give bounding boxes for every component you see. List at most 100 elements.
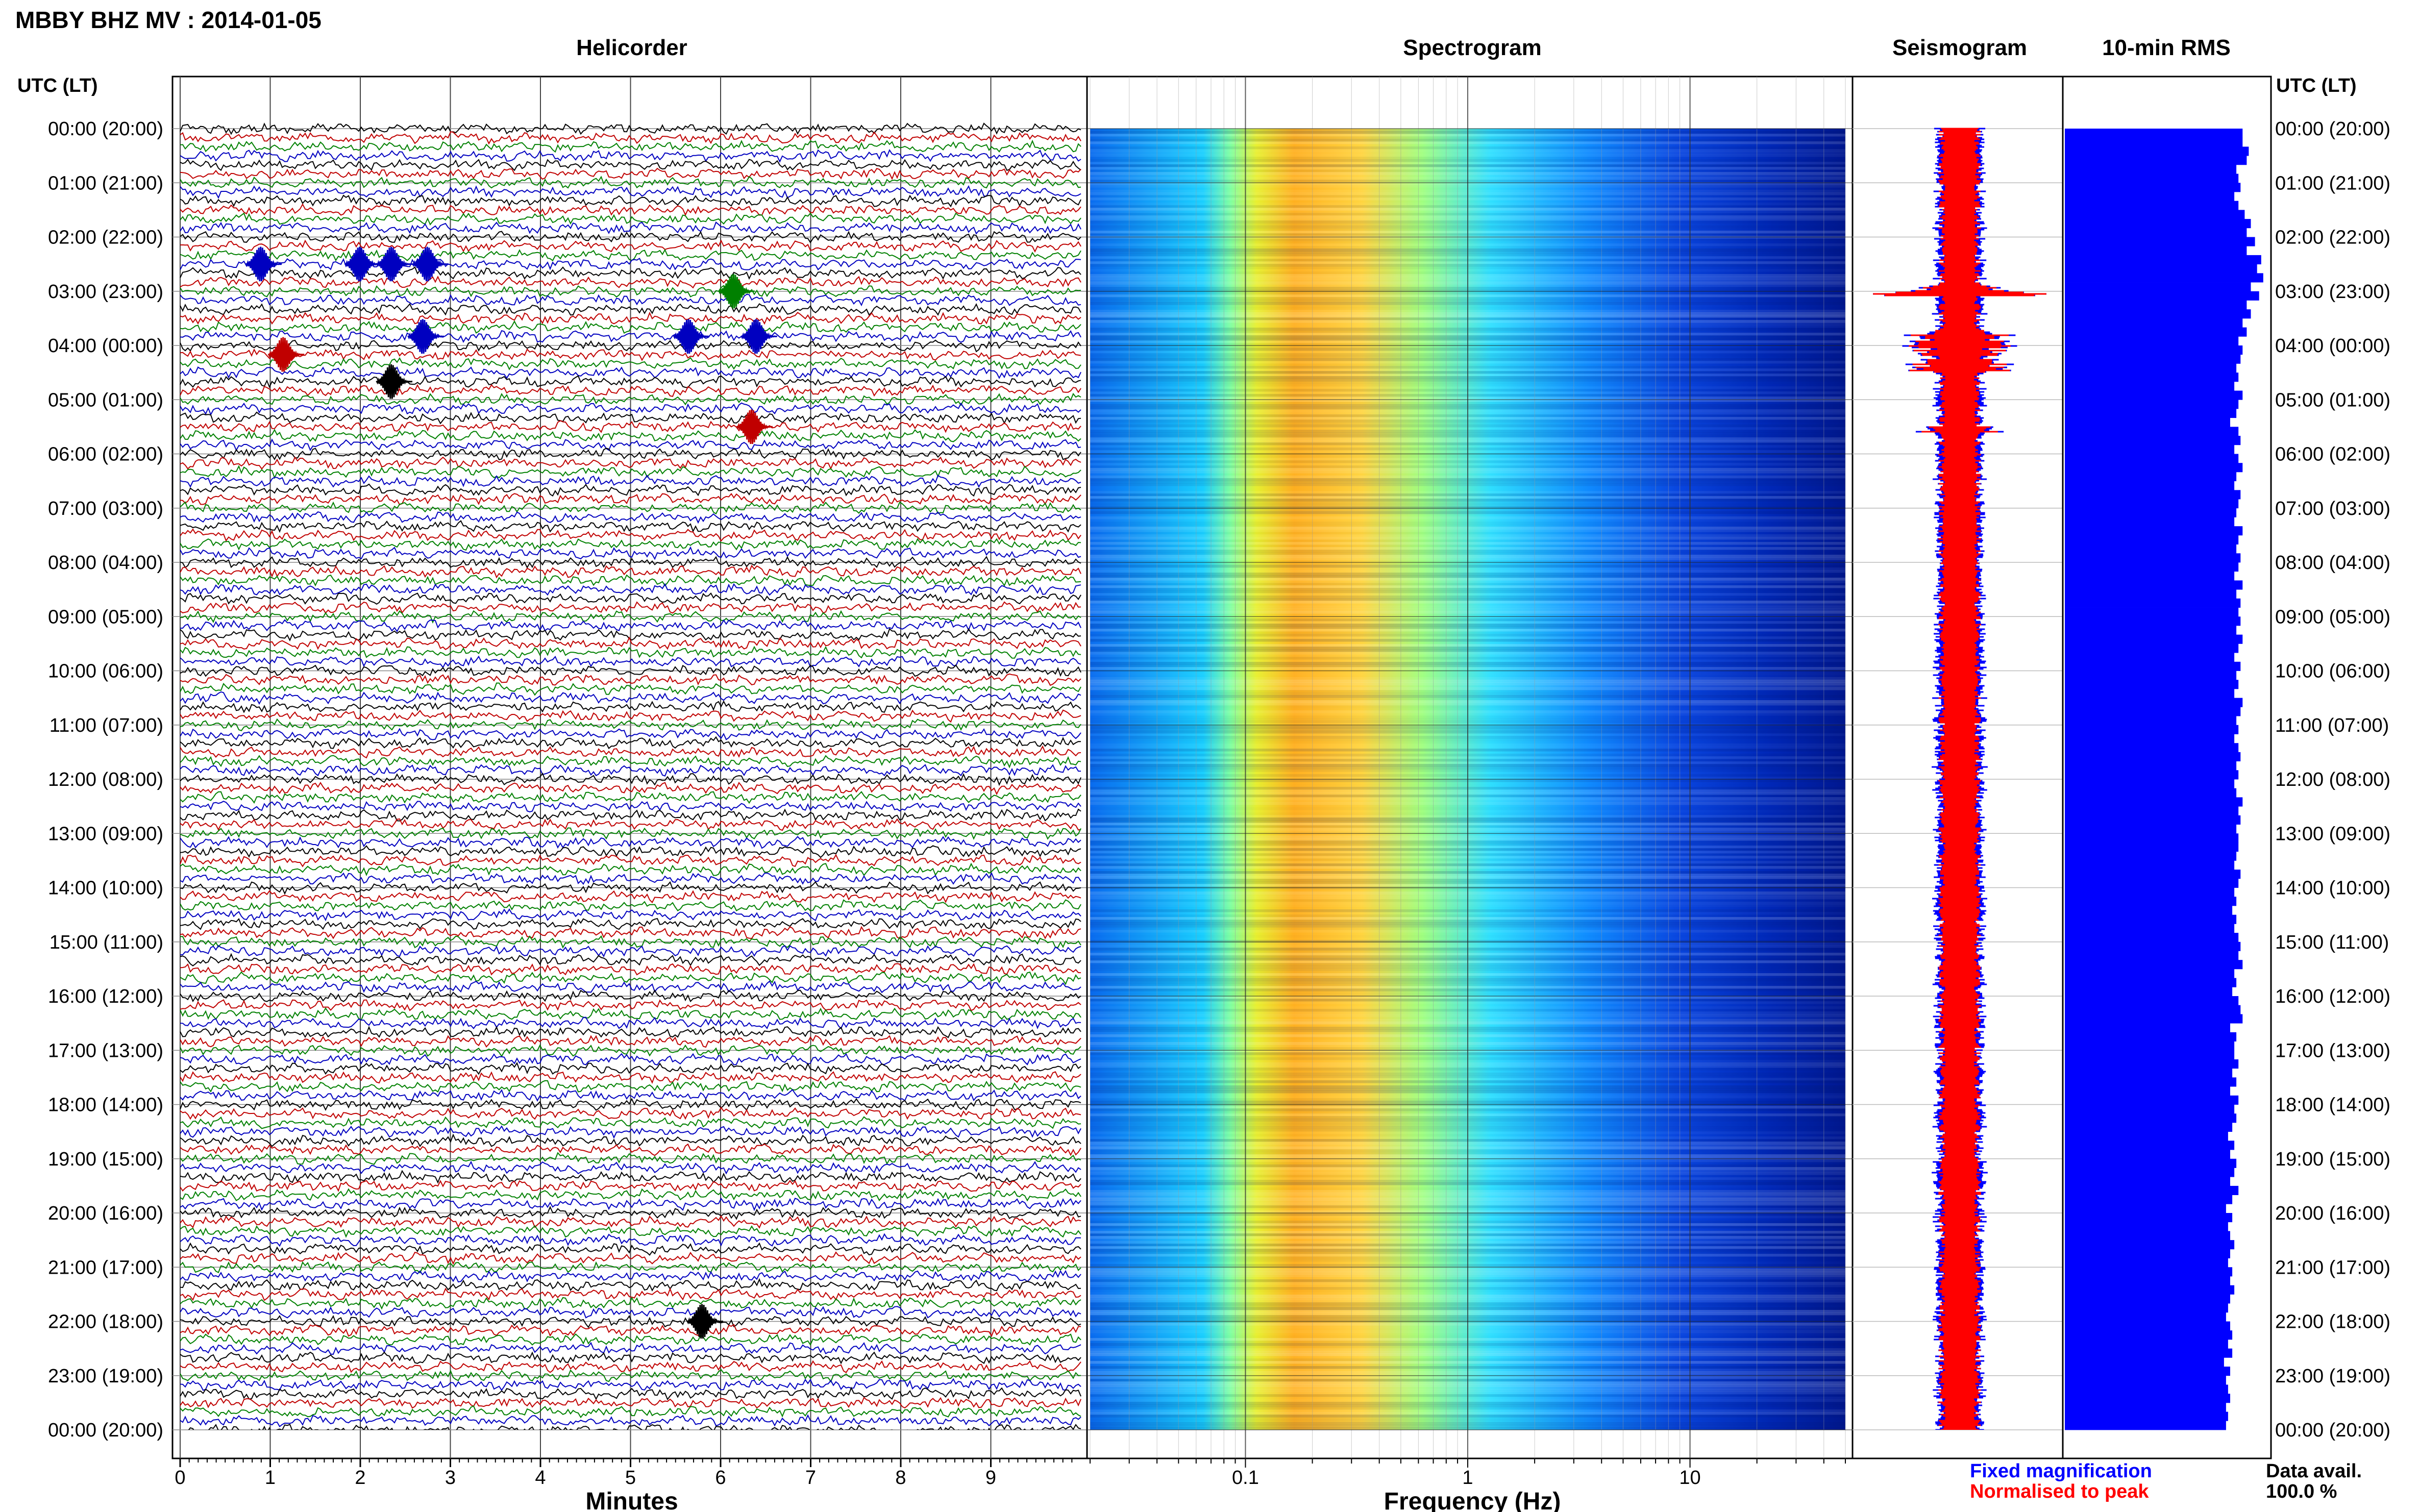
- helicorder-trace: [180, 456, 1081, 470]
- rms-bar: [2065, 1384, 2228, 1394]
- rms-bar: [2065, 833, 2239, 843]
- time-tick-right: 06:00 (02:00): [2275, 444, 2390, 465]
- rms-bar: [2065, 1204, 2226, 1213]
- helicorder-trace: [180, 411, 1081, 425]
- helicorder-trace: [180, 980, 1081, 994]
- rms-bar: [2065, 146, 2249, 156]
- time-tick-right: 00:00 (20:00): [2275, 1420, 2390, 1441]
- rms-bar: [2065, 1330, 2233, 1340]
- helicorder-panel: 0 1 2 3 4 5 6 7 8 9 Minutes: [171, 76, 1088, 1512]
- rms-bar: [2065, 1240, 2235, 1250]
- spectrogram-grid: [1087, 77, 1853, 1458]
- rms-bar: [2065, 1402, 2226, 1412]
- helicorder-trace: [180, 1125, 1081, 1139]
- helicorder-trace: [180, 619, 1081, 633]
- rms-bar: [2065, 851, 2237, 861]
- rms-bar: [2065, 345, 2243, 355]
- helicorder-trace: [180, 1397, 1081, 1409]
- rms-bar: [2065, 815, 2241, 825]
- rms-bar: [2065, 1411, 2228, 1421]
- rms-bar: [2065, 553, 2241, 563]
- legend-normalised-to-peak: Normalised to peak: [1970, 1481, 2149, 1502]
- helicorder-trace: [180, 628, 1081, 642]
- rms-bar: [2065, 688, 2235, 699]
- helicorder-trace: [180, 1044, 1081, 1057]
- helicorder-trace: [180, 266, 1081, 280]
- rms-bar: [2065, 454, 2239, 463]
- rms-bar: [2065, 1095, 2239, 1105]
- helicorder-trace: [180, 1215, 1081, 1229]
- helicorder-event: [376, 246, 413, 282]
- time-tick-right: 14:00 (10:00): [2275, 878, 2390, 899]
- rms-bar: [2065, 499, 2239, 509]
- rms-bar: [2065, 544, 2237, 554]
- rms-bar: [2065, 987, 2233, 997]
- rms-bar: [2065, 842, 2239, 852]
- helicorder-x-tick-label: 7: [805, 1467, 816, 1489]
- rms-bar: [2065, 255, 2261, 265]
- rms-bar: [2065, 1394, 2230, 1403]
- time-tick-left: 04:00 (00:00): [48, 335, 163, 357]
- helicorder-trace: [180, 320, 1081, 334]
- right-time-header: UTC (LT): [2276, 75, 2357, 96]
- helicorder-trace: [180, 1378, 1081, 1392]
- rms-bar: [2065, 1158, 2237, 1168]
- time-tick-right: 17:00 (13:00): [2275, 1040, 2390, 1061]
- helicorder-trace: [180, 718, 1081, 731]
- rms-bar: [2065, 643, 2239, 653]
- rms-bar: [2065, 1303, 2228, 1313]
- helicorder-trace: [180, 1297, 1081, 1310]
- rms-bar: [2065, 137, 2243, 147]
- rms-bar: [2065, 291, 2259, 301]
- helicorder-trace: [180, 1089, 1081, 1102]
- rms-bar: [2065, 309, 2251, 319]
- rms-bar: [2065, 1267, 2233, 1277]
- seismogram-normalised-trace: [1873, 128, 2046, 1430]
- rms-bar: [2065, 417, 2230, 427]
- helicorder-trace: [180, 764, 1081, 777]
- helicorder-trace: [180, 1351, 1081, 1365]
- helicorder-trace: [180, 366, 1081, 379]
- rms-bar: [2065, 897, 2237, 906]
- rms-bar: [2065, 183, 2241, 192]
- helicorder-trace: [180, 1007, 1081, 1021]
- helicorder-trace: [180, 999, 1081, 1011]
- rms-bar: [2065, 960, 2243, 970]
- helicorder-trace: [180, 592, 1081, 605]
- helicorder-trace: [180, 293, 1081, 307]
- helicorder-trace: [180, 1225, 1081, 1238]
- helicorder-trace: [180, 709, 1081, 723]
- rms-bar: [2065, 173, 2239, 183]
- time-tick-left: 11:00 (07:00): [50, 715, 163, 736]
- helicorder-trace: [180, 755, 1081, 769]
- helicorder-trace: [180, 1315, 1081, 1328]
- rms-bar: [2065, 336, 2239, 346]
- helicorder-trace: [180, 212, 1081, 226]
- rms-bar: [2065, 996, 2239, 1006]
- helicorder-event: [376, 364, 413, 399]
- time-tick-right: 11:00 (07:00): [2275, 715, 2389, 736]
- time-tick-left: 06:00 (02:00): [48, 444, 163, 465]
- helicorder-trace: [180, 791, 1081, 804]
- helicorder-trace: [180, 862, 1081, 877]
- helicorder-x-tick-label: 0: [175, 1467, 185, 1489]
- rms-bar: [2065, 246, 2247, 256]
- helicorder-trace: [180, 926, 1081, 939]
- helicorder-trace: [180, 330, 1081, 343]
- helicorder-trace: [180, 1116, 1081, 1129]
- helicorder-trace: [180, 1251, 1081, 1265]
- helicorder-trace: [180, 574, 1081, 587]
- time-tick-left: 03:00 (23:00): [48, 281, 163, 303]
- helicorder-event: [736, 409, 773, 444]
- helicorder-trace: [180, 1017, 1081, 1030]
- helicorder-x-tick-label: 1: [265, 1467, 276, 1489]
- time-tick-right: 04:00 (00:00): [2275, 335, 2390, 357]
- helicorder-trace: [180, 962, 1081, 976]
- helicorder-trace: [180, 339, 1081, 353]
- helicorder-trace: [180, 1242, 1081, 1256]
- helicorder-trace: [180, 483, 1081, 497]
- helicorder-trace: [180, 1261, 1081, 1274]
- spectrogram-x-label: Frequency (Hz): [1384, 1488, 1561, 1512]
- time-tick-right: 15:00 (11:00): [2275, 932, 2389, 953]
